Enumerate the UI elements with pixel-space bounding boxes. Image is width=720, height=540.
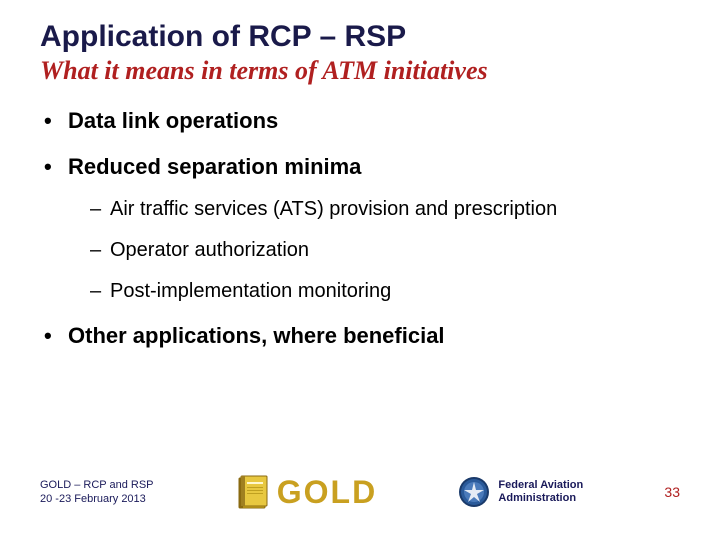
footer-center: GOLD xyxy=(235,472,377,512)
footer: GOLD – RCP and RSP 20 -23 February 2013 … xyxy=(40,472,680,512)
bullet-text: Other applications, where beneficial xyxy=(68,323,445,348)
slide-title: Application of RCP – RSP xyxy=(40,20,680,54)
bullet-item: Data link operations xyxy=(44,108,680,134)
book-icon xyxy=(235,472,269,512)
bullet-text: Data link operations xyxy=(68,108,278,133)
page-number: 33 xyxy=(664,484,680,500)
faa-line1: Federal Aviation xyxy=(498,479,583,492)
sub-bullet-item: Post-implementation monitoring xyxy=(90,280,680,303)
gold-label: GOLD xyxy=(277,474,377,511)
sub-bullet-item: Operator authorization xyxy=(90,239,680,262)
bullet-text: Reduced separation minima xyxy=(68,154,361,179)
footer-left-line1: GOLD – RCP and RSP xyxy=(40,478,154,492)
slide-subtitle: What it means in terms of ATM initiative… xyxy=(40,56,680,86)
bullet-item: Reduced separation minima Air traffic se… xyxy=(44,154,680,303)
footer-left-line2: 20 -23 February 2013 xyxy=(40,492,154,506)
faa-logo-icon xyxy=(458,476,490,508)
bullet-item: Other applications, where beneficial xyxy=(44,323,680,349)
faa-line2: Administration xyxy=(498,492,583,505)
bullet-list: Data link operations Reduced separation … xyxy=(40,108,680,349)
sub-bullet-text: Air traffic services (ATS) provision and… xyxy=(110,198,557,220)
sub-bullet-text: Operator authorization xyxy=(110,239,309,261)
slide: Application of RCP – RSP What it means i… xyxy=(0,0,720,540)
faa-text: Federal Aviation Administration xyxy=(498,479,583,505)
faa-block: Federal Aviation Administration xyxy=(458,476,583,508)
footer-left: GOLD – RCP and RSP 20 -23 February 2013 xyxy=(40,478,154,507)
sub-bullet-item: Air traffic services (ATS) provision and… xyxy=(90,198,680,221)
sub-bullet-text: Post-implementation monitoring xyxy=(110,280,391,302)
sub-bullet-list: Air traffic services (ATS) provision and… xyxy=(68,198,680,303)
